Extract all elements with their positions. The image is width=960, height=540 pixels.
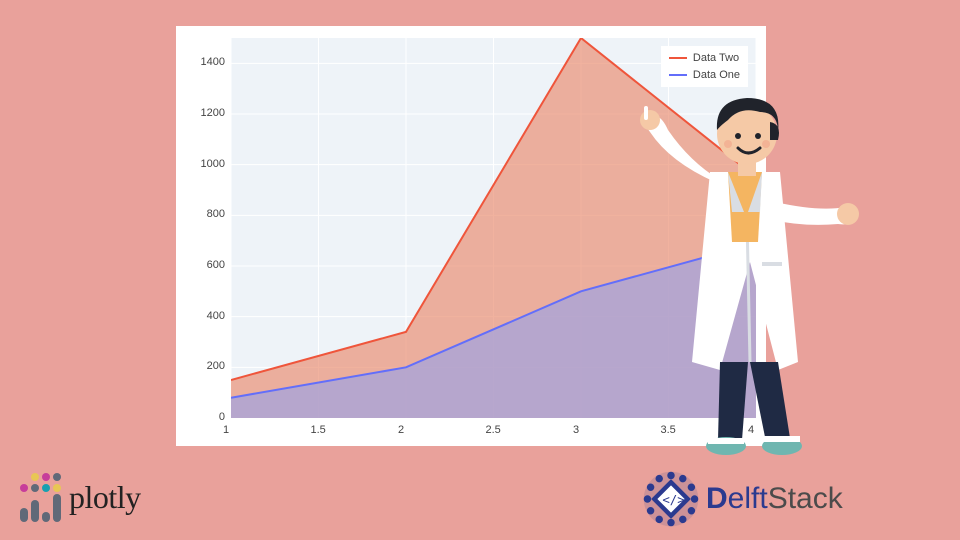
y-tick-label: 800	[197, 208, 225, 220]
plotly-dots	[20, 473, 61, 492]
x-tick-label: 2	[398, 424, 404, 436]
delftstack-logo-text: DelftStack	[706, 482, 843, 516]
scientist-illustration	[620, 62, 870, 462]
y-tick-label: 1000	[197, 158, 225, 170]
y-tick-label: 600	[197, 259, 225, 271]
plotly-mark	[20, 473, 61, 522]
plotly-logo: plotly	[20, 473, 141, 522]
delftstack-badge-icon: </>	[640, 468, 702, 530]
x-tick-label: 1.5	[311, 424, 326, 436]
plotly-logo-text: plotly	[69, 479, 141, 516]
y-tick-label: 400	[197, 310, 225, 322]
x-tick-label: 1	[223, 424, 229, 436]
x-tick-label: 3	[573, 424, 579, 436]
scientist-svg	[620, 62, 870, 462]
delftstack-logo: </> DelftStack	[640, 468, 843, 530]
y-tick-label: 0	[197, 411, 225, 423]
svg-text:</>: </>	[662, 492, 684, 507]
y-tick-label: 200	[197, 360, 225, 372]
plotly-bars	[20, 494, 61, 522]
y-tick-label: 1200	[197, 107, 225, 119]
y-tick-label: 1400	[197, 56, 225, 68]
x-tick-label: 2.5	[486, 424, 501, 436]
